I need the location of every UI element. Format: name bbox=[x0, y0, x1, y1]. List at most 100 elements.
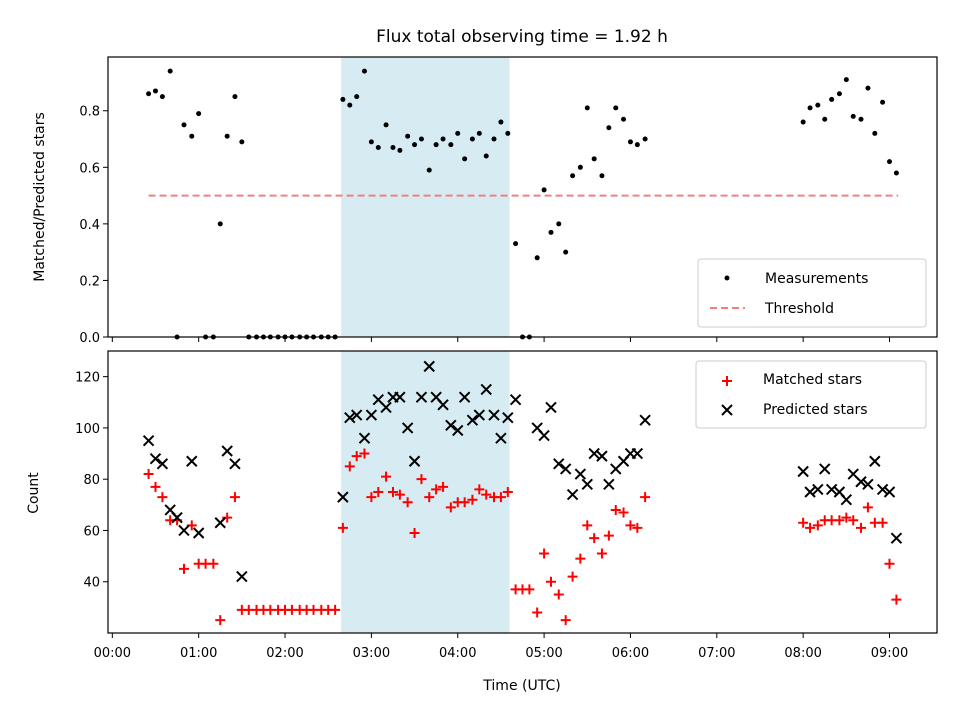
top-point-measurement bbox=[239, 139, 245, 145]
bottom-point-matched bbox=[402, 497, 413, 508]
bottom-point-predicted bbox=[380, 401, 392, 414]
bottom-point-predicted bbox=[581, 478, 593, 491]
top-point-measurement bbox=[418, 136, 424, 142]
bottom-point-matched bbox=[553, 589, 564, 600]
bottom-point-matched bbox=[862, 502, 873, 513]
top-point-measurement bbox=[634, 142, 640, 148]
top-point-measurement bbox=[505, 130, 511, 136]
bottom-point-predicted bbox=[495, 432, 507, 444]
top-point-measurement bbox=[800, 119, 806, 125]
top-point-measurement bbox=[498, 119, 504, 125]
bottom-point-predicted bbox=[509, 394, 522, 406]
bottom-point-predicted bbox=[423, 360, 435, 373]
bottom-point-matched bbox=[582, 520, 593, 531]
top-point-measurement bbox=[591, 156, 597, 162]
bottom-point-matched bbox=[625, 520, 636, 531]
bottom-x-tick-label: 04:00 bbox=[439, 646, 476, 661]
top-point-measurement bbox=[815, 102, 821, 108]
top-point-measurement bbox=[390, 145, 396, 151]
top-point-measurement bbox=[397, 147, 403, 153]
bottom-point-matched bbox=[848, 515, 859, 526]
legend-measurements-label: Measurements bbox=[765, 271, 868, 287]
top-point-measurement bbox=[152, 88, 158, 94]
bottom-point-predicted bbox=[639, 414, 651, 426]
top-point-measurement bbox=[455, 130, 461, 136]
bottom-axes-frame bbox=[107, 350, 938, 634]
bottom-point-matched bbox=[157, 492, 168, 503]
bottom-point-predicted bbox=[156, 458, 169, 470]
bottom-point-predicted bbox=[358, 432, 371, 444]
top-point-measurement bbox=[159, 94, 165, 100]
top-point-measurement bbox=[880, 99, 886, 105]
bottom-point-predicted bbox=[437, 399, 449, 411]
bottom-legend: Matched stars Predicted stars bbox=[695, 360, 927, 429]
bottom-point-matched bbox=[877, 517, 888, 528]
chart-title: Flux total observing time = 1.92 h bbox=[376, 27, 668, 47]
top-point-measurement bbox=[224, 133, 230, 139]
bottom-point-predicted bbox=[480, 383, 492, 396]
bottom-point-predicted bbox=[401, 422, 414, 434]
bottom-point-predicted bbox=[812, 483, 824, 496]
bottom-point-predicted bbox=[229, 458, 241, 470]
bottom-point-predicted bbox=[566, 488, 579, 501]
bottom-point-matched bbox=[150, 481, 161, 492]
top-point-measurement bbox=[347, 102, 353, 108]
bottom-point-matched bbox=[359, 448, 370, 459]
bottom-point-matched bbox=[532, 607, 543, 618]
top-point-measurement bbox=[548, 229, 554, 235]
top-point-measurement bbox=[469, 136, 475, 142]
bottom-point-matched bbox=[632, 522, 643, 533]
top-point-measurement bbox=[361, 68, 367, 74]
bottom-point-matched bbox=[539, 548, 550, 559]
bottom-point-matched bbox=[394, 489, 405, 500]
top-point-measurement bbox=[534, 255, 540, 261]
bottom-point-matched bbox=[495, 492, 506, 503]
bottom-point-predicted bbox=[574, 468, 587, 480]
bottom-point-predicted bbox=[394, 391, 406, 403]
bottom-point-predicted bbox=[855, 476, 867, 488]
top-point-measurement bbox=[613, 105, 619, 111]
bottom-point-matched bbox=[467, 494, 478, 505]
bottom-point-matched bbox=[812, 520, 823, 531]
legend-predicted-label: Predicted stars bbox=[763, 402, 868, 418]
bottom-point-predicted bbox=[171, 511, 183, 524]
bottom-x-tick-label: 09:00 bbox=[871, 646, 908, 661]
bottom-point-matched bbox=[373, 487, 384, 497]
top-point-measurement bbox=[491, 136, 497, 142]
bottom-point-matched bbox=[567, 571, 578, 582]
bottom-x-tick-label: 08:00 bbox=[784, 646, 821, 661]
top-point-measurement bbox=[843, 77, 849, 83]
bottom-point-matched bbox=[575, 553, 586, 564]
bottom-y-tick-label: 60 bbox=[83, 524, 100, 539]
bottom-point-matched bbox=[229, 492, 240, 503]
bottom-shaded-window bbox=[341, 351, 510, 633]
bottom-point-matched bbox=[143, 469, 154, 480]
top-point-measurement bbox=[340, 96, 346, 102]
top-point-measurement bbox=[375, 145, 381, 151]
top-point-measurement bbox=[462, 156, 468, 162]
top-point-measurement bbox=[807, 105, 813, 111]
bottom-y-axis-label: Count bbox=[26, 472, 42, 514]
bottom-point-matched bbox=[387, 487, 398, 497]
bottom-point-predicted bbox=[553, 458, 565, 470]
top-point-measurement bbox=[513, 241, 519, 247]
top-shaded-window bbox=[341, 57, 510, 337]
top-point-measurement bbox=[563, 249, 569, 255]
bottom-point-matched bbox=[330, 604, 341, 615]
top-point-measurement bbox=[440, 136, 446, 142]
bottom-point-matched bbox=[381, 471, 392, 482]
top-point-measurement bbox=[189, 133, 195, 139]
top-point-measurement bbox=[181, 122, 187, 128]
bottom-y-tick-label: 80 bbox=[83, 473, 100, 488]
top-point-measurement bbox=[887, 159, 893, 165]
bottom-point-matched bbox=[891, 594, 902, 605]
bottom-point-predicted bbox=[876, 483, 889, 496]
bottom-point-matched bbox=[222, 512, 233, 523]
bottom-point-predicted bbox=[473, 409, 486, 421]
top-point-measurement bbox=[577, 164, 583, 170]
bottom-panel: 40 60 80 100 120 00:00 01:00 02:00 03:00 04:00 05:… bbox=[75, 350, 938, 661]
top-point-measurement bbox=[627, 139, 633, 145]
bottom-point-predicted bbox=[445, 419, 457, 432]
legend-matched-marker bbox=[722, 376, 732, 386]
